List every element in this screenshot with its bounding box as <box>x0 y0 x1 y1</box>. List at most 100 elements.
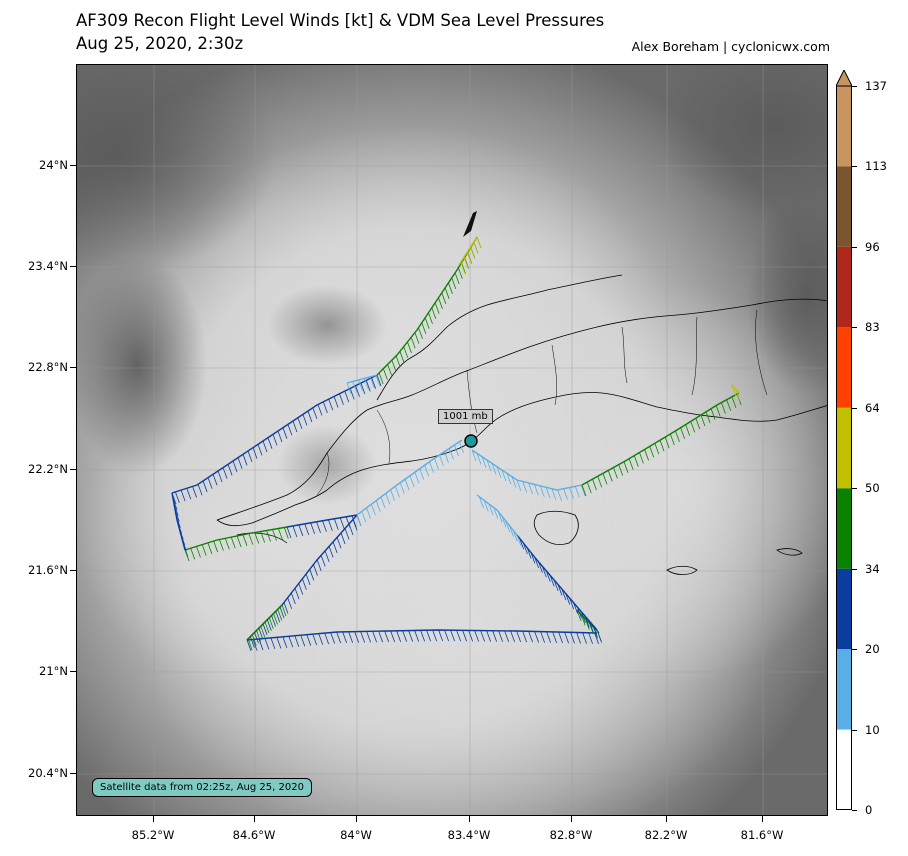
wind-barb <box>294 588 300 600</box>
wind-barb <box>519 538 525 550</box>
wind-barb <box>217 470 223 483</box>
wind-barb <box>184 549 190 562</box>
wind-barb <box>526 547 532 559</box>
wind-barb <box>237 457 243 469</box>
wind-barb <box>501 469 507 482</box>
wind-barb <box>246 639 252 652</box>
wind-barb <box>247 638 253 651</box>
wind-barb <box>283 602 289 614</box>
wind-barb <box>488 503 494 516</box>
author-credit: Alex Boreham | cyclonicwx.com <box>631 39 830 54</box>
wind-barb <box>483 500 489 512</box>
wind-barb <box>212 474 218 486</box>
wind-barb <box>266 530 271 542</box>
wind-barb <box>576 609 582 622</box>
wind-barb <box>574 486 580 498</box>
wind-barb <box>564 632 569 644</box>
wind-barb <box>493 507 499 519</box>
wind-barb <box>333 518 339 530</box>
wind-barb <box>171 492 177 505</box>
wind-barb <box>349 388 355 400</box>
wind-barb <box>476 236 482 249</box>
wind-barb <box>735 389 741 401</box>
wind-barb <box>352 381 358 393</box>
wind-barb <box>588 632 593 644</box>
wind-barb <box>207 477 213 489</box>
vdm-center-marker <box>464 434 478 448</box>
wind-barb <box>272 529 277 541</box>
wind-barb <box>409 475 415 487</box>
wind-barb <box>581 484 587 497</box>
wind-barb <box>561 588 567 601</box>
wind-barb <box>731 384 737 397</box>
wind-barb <box>262 440 268 453</box>
wind-barb <box>248 533 254 545</box>
colorbar-tick <box>852 488 857 490</box>
wind-barb <box>174 510 180 522</box>
wind-barb <box>479 496 484 508</box>
wind-barb <box>186 488 192 500</box>
wind-barb <box>271 615 276 627</box>
wind-barb <box>402 630 408 642</box>
wind-barb <box>528 482 533 495</box>
wind-barb <box>592 625 598 637</box>
wind-barb <box>378 631 384 643</box>
wind-barb <box>466 252 472 264</box>
wind-barb <box>432 629 438 642</box>
lat-tick <box>70 266 76 267</box>
wind-barb <box>277 430 283 443</box>
lat-tick <box>70 469 76 470</box>
lat-label-21n: 21°N <box>39 664 68 678</box>
wind-barbs <box>171 236 742 652</box>
wind-barb <box>354 631 360 643</box>
wind-barb <box>249 636 255 648</box>
colorbar-segment <box>836 568 852 650</box>
wind-barb <box>348 631 354 643</box>
wind-barb <box>710 408 716 420</box>
wind-barb <box>539 485 545 497</box>
wind-barb <box>356 514 362 527</box>
colorbar-tick <box>852 246 857 248</box>
wind-barb <box>557 584 563 596</box>
wind-barb <box>505 520 511 533</box>
wind-barb <box>675 430 680 443</box>
wind-barb <box>247 450 253 463</box>
wind-barb <box>342 631 348 644</box>
wind-barb <box>486 630 491 642</box>
wind-barb <box>680 427 685 439</box>
wind-barb <box>378 372 384 385</box>
wind-barb <box>476 453 482 465</box>
satellite-timestamp-label: Satellite data from 02:25z, Aug 25, 2020 <box>92 778 312 797</box>
colorbar-tick-label: 64 <box>865 400 880 415</box>
wind-barb <box>462 630 467 642</box>
wind-barb <box>577 607 582 619</box>
wind-barb <box>540 631 545 643</box>
wind-barb <box>481 456 487 468</box>
wind-barb <box>258 638 264 651</box>
wind-barb <box>288 636 294 648</box>
wind-barb <box>371 377 377 389</box>
wind-barb <box>522 481 528 493</box>
wind-barb <box>340 532 346 545</box>
wind-barb <box>175 516 181 528</box>
wind-barb <box>196 546 201 558</box>
wind-barb <box>419 468 425 480</box>
wind-barb <box>492 630 497 642</box>
wind-barb <box>298 524 304 537</box>
wind-barb <box>628 458 634 470</box>
wind-barb <box>580 614 586 626</box>
wind-barb <box>396 630 402 642</box>
wind-barb <box>534 631 539 643</box>
wind-barb <box>332 541 338 554</box>
lon-tick <box>254 816 255 822</box>
wind-barb <box>456 630 461 642</box>
wind-barb <box>180 489 186 502</box>
wind-barb <box>192 486 197 498</box>
map-panel[interactable] <box>76 64 828 816</box>
map-subtitle-date: Aug 25, 2020, 2:30z <box>76 34 244 53</box>
wind-barb <box>230 537 236 549</box>
lon-tick <box>666 816 667 822</box>
wind-barb <box>498 630 503 642</box>
colorbar-segment <box>836 166 852 247</box>
wind-barb <box>695 418 701 430</box>
